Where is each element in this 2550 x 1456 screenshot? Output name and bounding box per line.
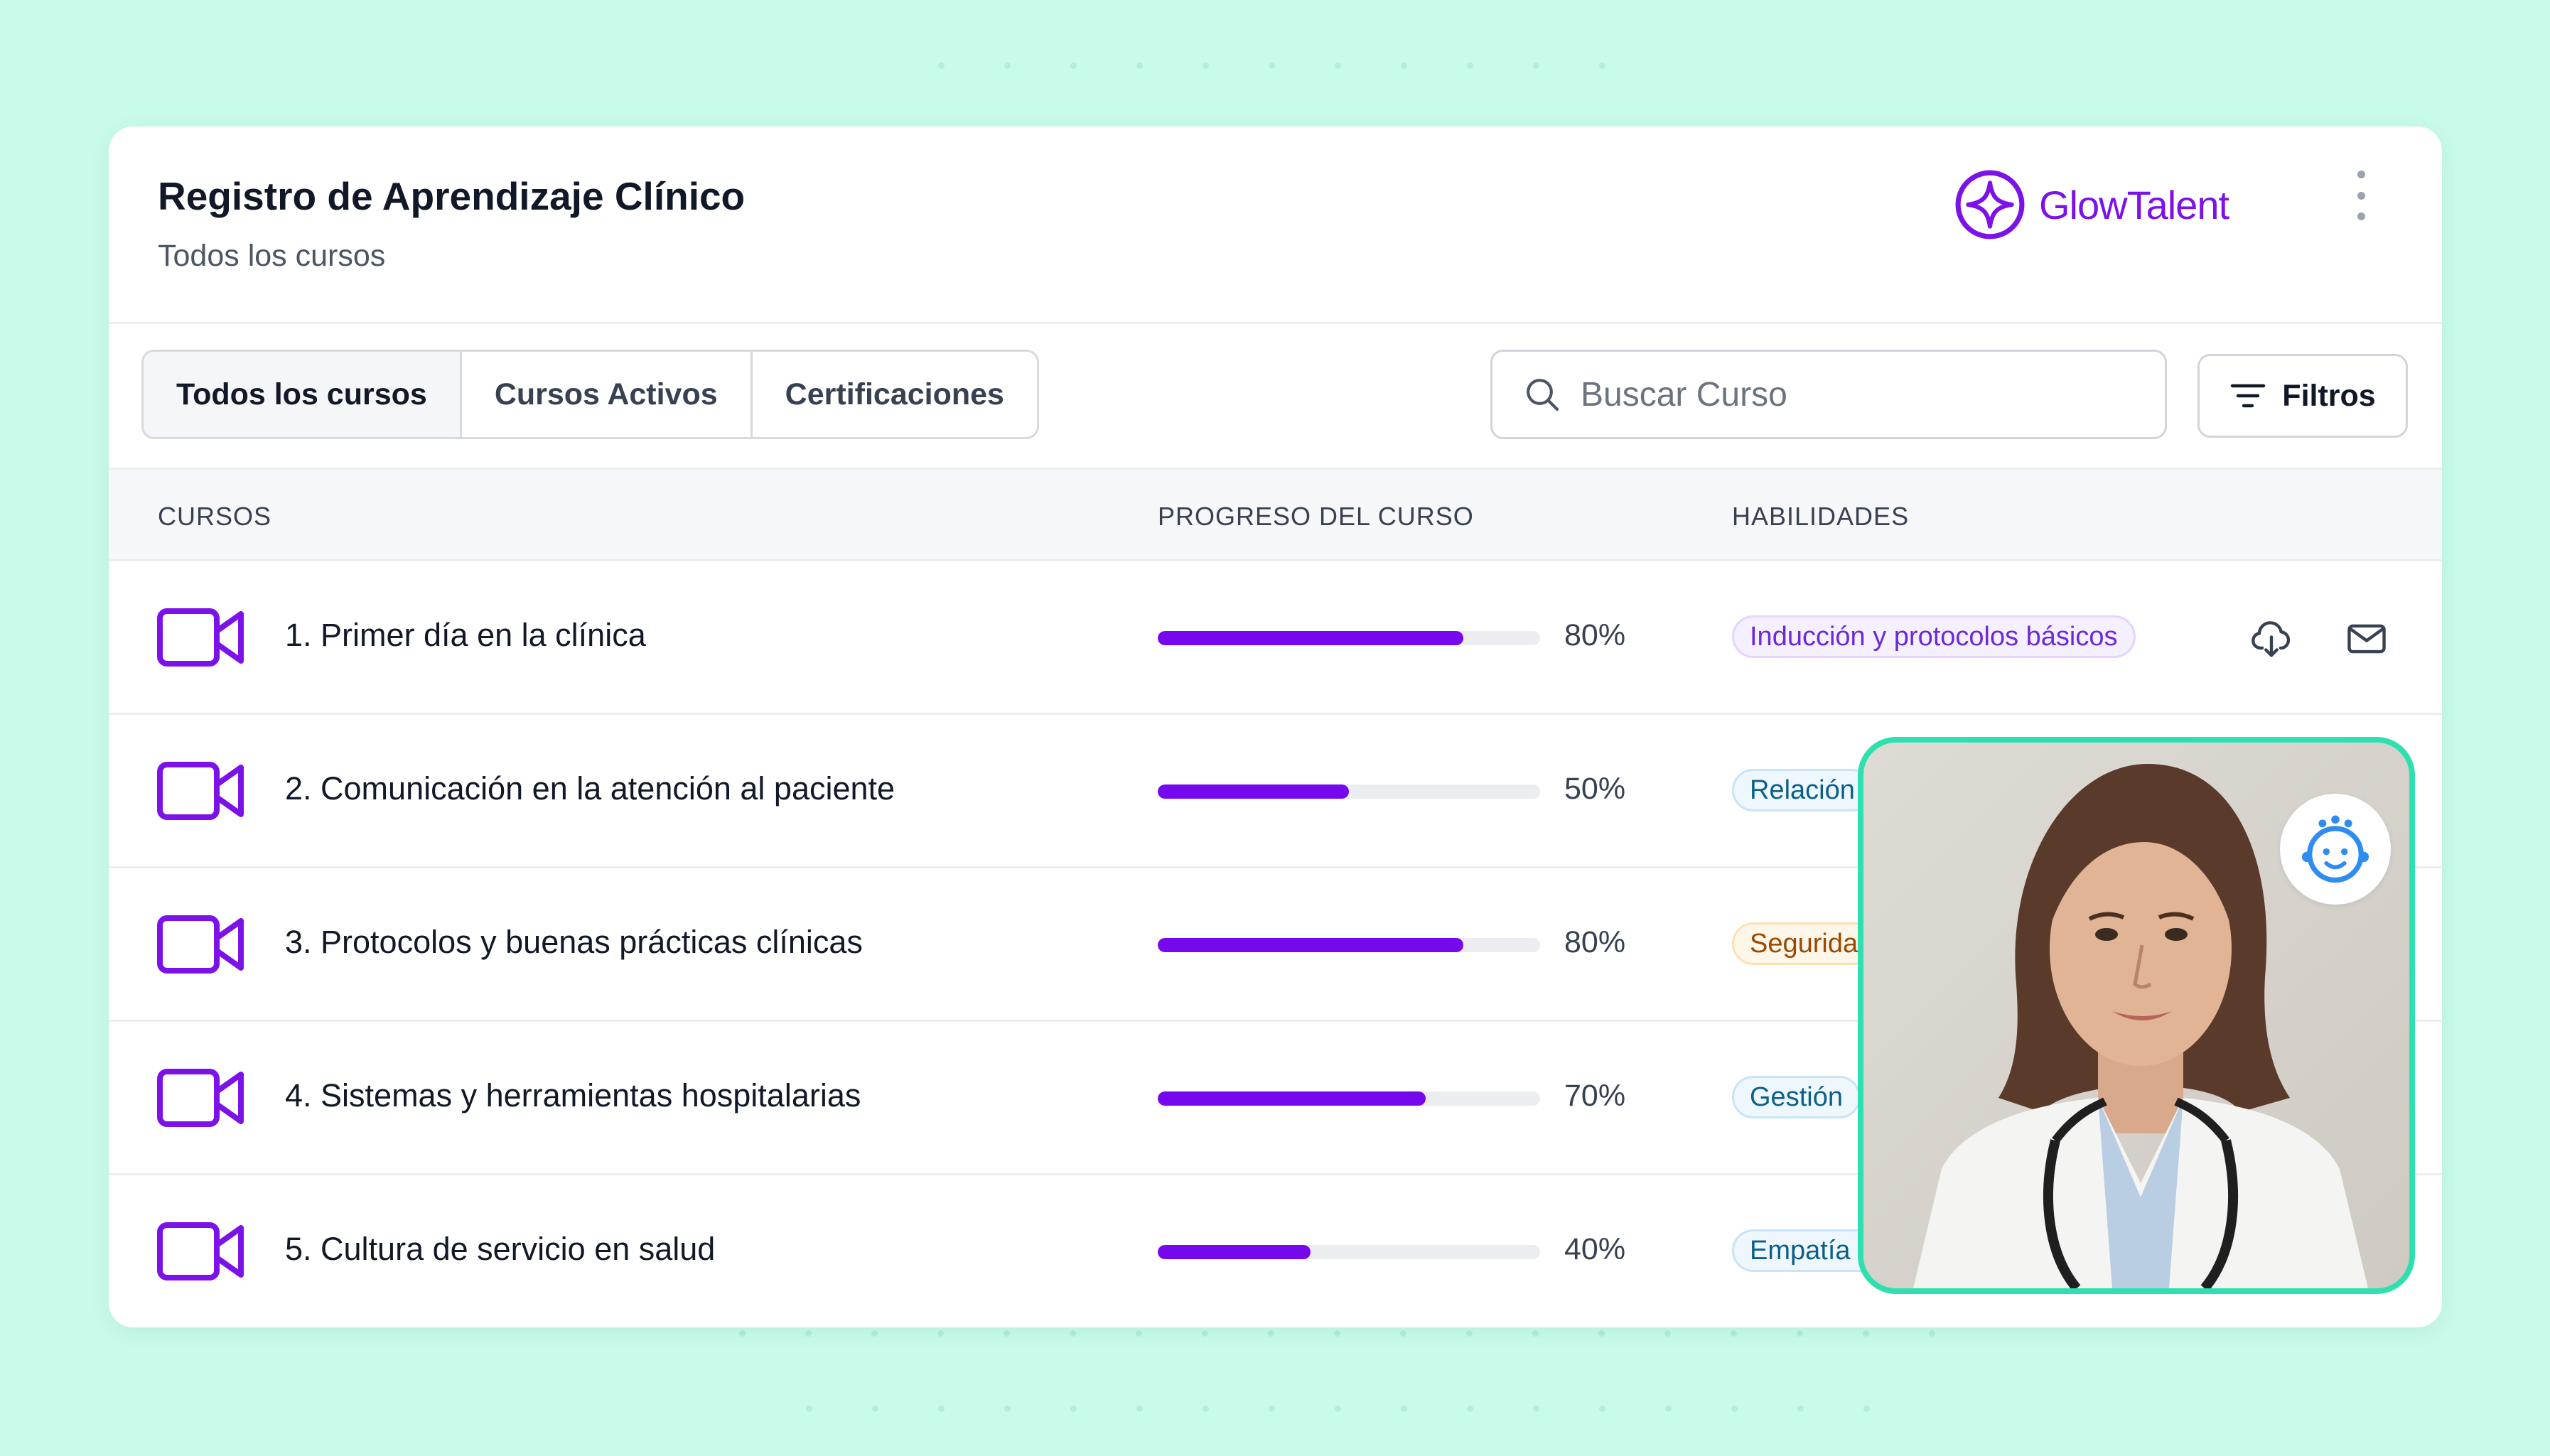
column-header-progress: PROGRESO DEL CURSO — [1158, 502, 1474, 531]
course-title[interactable]: 3. Protocolos y buenas prácticas clínica… — [285, 924, 863, 960]
progress-fill — [1158, 631, 1464, 645]
progress-fill — [1158, 1091, 1426, 1106]
decorative-dots-top — [938, 63, 1605, 69]
progress-bar — [1158, 938, 1540, 952]
tab-active-courses[interactable]: Cursos Activos — [461, 352, 753, 437]
progress-percent: 70% — [1564, 1079, 1626, 1113]
baby-face-icon — [2301, 815, 2369, 883]
course-title[interactable]: 4. Sistemas y herramientas hospitalarias — [285, 1077, 861, 1113]
video-camera-icon — [157, 1069, 244, 1127]
progress-bar — [1158, 784, 1540, 799]
progress-bar — [1158, 1245, 1540, 1259]
progress-percent: 40% — [1564, 1232, 1626, 1266]
download-icon[interactable] — [2249, 617, 2293, 661]
course-title[interactable]: 5. Cultura de servicio en salud — [285, 1231, 716, 1267]
column-header-courses: CURSOS — [158, 502, 272, 531]
skill-tag: Gestión — [1732, 1076, 1861, 1118]
search-input[interactable] — [1579, 374, 2122, 415]
page-subtitle: Todos los cursos — [158, 239, 386, 273]
table-row[interactable]: 2. Comunicación en la atención al pacien… — [109, 715, 2442, 868]
skill-tag: Relación — [1732, 769, 1873, 811]
course-tabs: Todos los cursos Cursos Activos Certific… — [141, 350, 1039, 439]
video-camera-icon — [157, 608, 244, 667]
skill-tag: Inducción y protocolos básicos — [1732, 615, 2136, 658]
decorative-dots-bottom-2 — [806, 1406, 1870, 1412]
page-title: Registro de Aprendizaje Clínico — [158, 174, 746, 218]
course-title[interactable]: 2. Comunicación en la atención al pacien… — [285, 770, 895, 807]
table-row[interactable]: 3. Protocolos y buenas prácticas clínica… — [109, 868, 2442, 1022]
table-header: CURSOS PROGRESO DEL CURSO HABILIDADES — [109, 468, 2442, 561]
mail-icon[interactable] — [2345, 617, 2389, 661]
video-camera-icon — [157, 915, 244, 974]
course-title[interactable]: 1. Primer día en la clínica — [285, 617, 646, 653]
table-row[interactable]: 4. Sistemas y herramientas hospitalarias… — [109, 1022, 2442, 1175]
progress-bar — [1158, 1091, 1540, 1106]
header-divider — [109, 322, 2442, 324]
more-vertical-icon[interactable] — [2350, 171, 2372, 220]
progress-fill — [1158, 1245, 1311, 1259]
filters-label: Filtros — [2282, 378, 2376, 413]
brand-star-icon — [1955, 170, 2025, 239]
brand-name: GlowTalent — [2039, 182, 2229, 227]
course-log-card: Registro de Aprendizaje Clínico Todos lo… — [109, 126, 2442, 1327]
video-camera-icon — [157, 762, 244, 820]
progress-fill — [1158, 938, 1464, 952]
progress-percent: 80% — [1564, 618, 1626, 652]
table-row[interactable]: 1. Primer día en la clínica 80% Inducció… — [109, 561, 2442, 715]
doctor-portrait — [1863, 743, 2409, 1288]
skill-tag: Segurida — [1732, 922, 1876, 965]
filter-icon — [2231, 384, 2266, 408]
video-camera-icon — [157, 1222, 244, 1280]
brand-logo: GlowTalent — [1954, 166, 2229, 244]
search-icon — [1527, 379, 1559, 411]
tab-all-courses[interactable]: Todos los cursos — [144, 352, 462, 437]
search-box[interactable] — [1490, 350, 2167, 439]
progress-percent: 80% — [1564, 925, 1626, 959]
video-call-tile[interactable] — [1858, 737, 2415, 1294]
filters-button[interactable]: Filtros — [2197, 354, 2408, 438]
progress-percent: 50% — [1564, 772, 1626, 806]
avatar-badge[interactable] — [2280, 794, 2391, 905]
tab-certifications[interactable]: Certificaciones — [752, 352, 1037, 437]
progress-bar — [1158, 631, 1540, 645]
column-header-skills: HABILIDADES — [1732, 502, 1910, 531]
progress-fill — [1158, 784, 1349, 799]
decorative-dots-bottom — [739, 1330, 1935, 1337]
